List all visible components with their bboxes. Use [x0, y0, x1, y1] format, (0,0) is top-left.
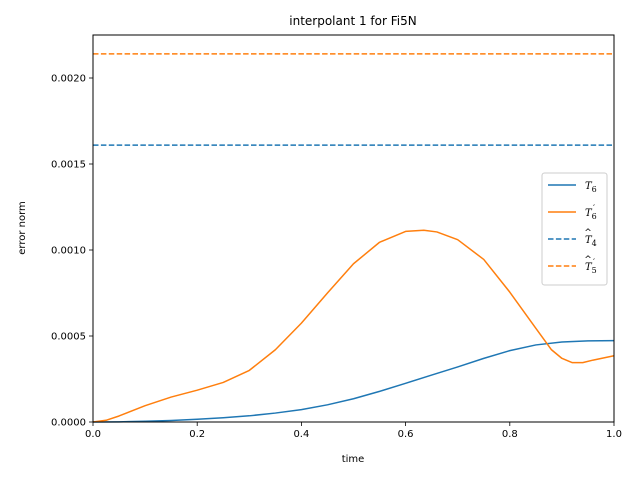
x-tick-label: 0.8 [502, 429, 518, 440]
legend-box [541, 172, 608, 286]
legend-label: T4 [585, 235, 597, 248]
legend-prime: ′ [593, 204, 595, 214]
legend-hat: ^ [584, 228, 592, 238]
x-tick-label: 1.0 [606, 429, 622, 440]
y-tick-label: 0.0005 [51, 332, 86, 343]
x-axis-ticks: 0.0 0.2 0.4 0.6 0.8 1.0 [85, 422, 622, 440]
legend-label: T6 [585, 208, 597, 221]
x-tick-label: 0.6 [398, 429, 414, 440]
legend-label: T6 [585, 181, 597, 194]
x-tick-label: 0.0 [85, 429, 101, 440]
y-tick-label: 0.0020 [51, 74, 86, 85]
plot-frame [92, 34, 615, 423]
y-tick-label: 0.0010 [51, 246, 86, 257]
y-tick-label: 0.0015 [51, 160, 86, 171]
legend-prime: ′ [593, 258, 595, 268]
x-tick-label: 0.2 [189, 429, 205, 440]
series-line-1 [92, 339, 615, 423]
legend-label: T5 [585, 262, 597, 275]
series-line-2 [92, 229, 615, 423]
x-axis-label: time [342, 454, 365, 465]
y-axis-ticks: 0.0000 0.0005 0.0010 0.0015 0.0020 [51, 74, 93, 429]
y-tick-label: 0.0000 [51, 418, 86, 429]
plot-lines [92, 53, 615, 423]
legend-hat: ^ [584, 255, 592, 265]
chart-title: interpolant 1 for Fi5N [289, 14, 416, 28]
x-tick-label: 0.4 [293, 429, 309, 440]
y-axis-label: error norm [17, 201, 28, 255]
